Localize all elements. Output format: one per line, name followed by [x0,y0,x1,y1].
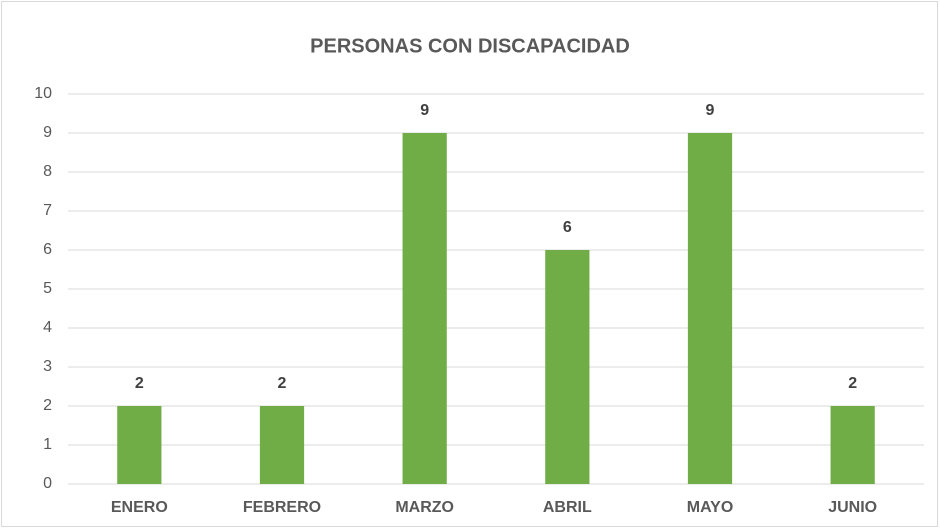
y-tick-label: 6 [43,241,52,258]
x-tick-label: JUNIO [828,499,877,516]
data-label: 9 [420,102,429,119]
y-tick-label: 4 [43,319,52,336]
y-tick-label: 2 [43,397,52,414]
y-tick-label: 5 [43,280,52,297]
x-tick-label: MARZO [395,499,454,516]
x-tick-label: FEBRERO [243,499,321,516]
bar [830,406,875,484]
chart-title: PERSONAS CON DISCAPACIDAD [310,35,630,57]
y-tick-label: 9 [43,124,52,141]
bar [117,406,162,484]
y-tick-label: 10 [34,85,52,102]
y-tick-label: 1 [43,436,52,453]
y-tick-label: 7 [43,202,52,219]
y-tick-label: 8 [43,163,52,180]
data-label: 2 [135,375,144,392]
bar [259,406,305,484]
y-tick-label: 0 [43,475,52,492]
x-tick-label: MAYO [687,499,734,516]
bar [545,250,590,484]
bar [687,133,733,484]
x-tick-label: ABRIL [543,499,592,516]
x-tick-label: ENERO [111,499,168,516]
data-label: 2 [848,375,857,392]
data-label: 2 [278,375,287,392]
data-label: 6 [563,219,572,236]
bar [402,133,447,484]
y-tick-label: 3 [43,358,52,375]
data-label: 9 [706,102,715,119]
